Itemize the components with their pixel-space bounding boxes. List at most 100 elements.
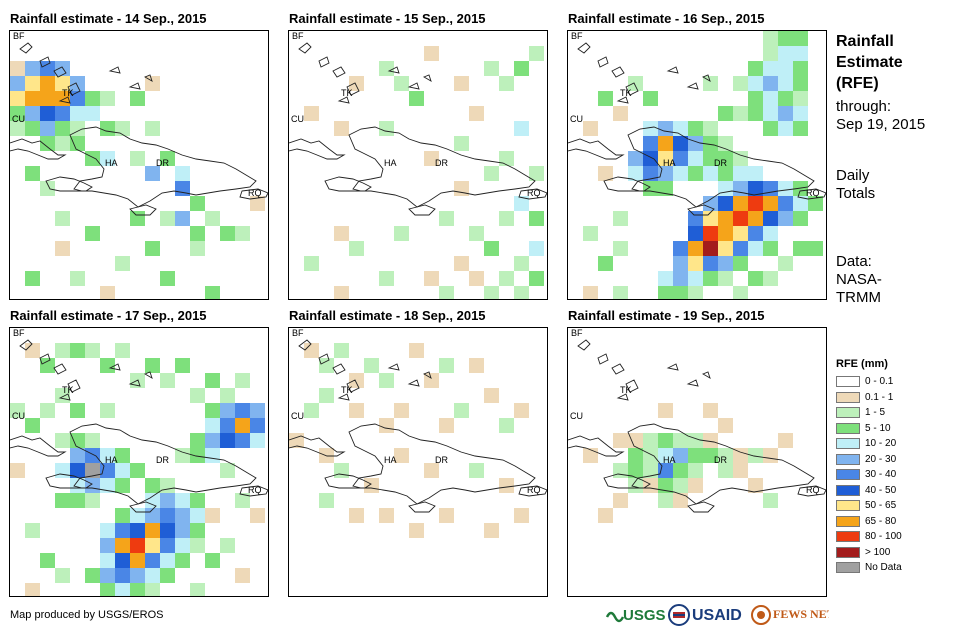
usgs-logo-text: USGS: [623, 607, 665, 624]
legend-swatch: [836, 500, 860, 511]
coastline: [332, 363, 346, 375]
rainfall-cell: [145, 76, 160, 91]
coastline: [407, 379, 420, 387]
coastline: [797, 485, 826, 497]
coastline: [701, 371, 711, 379]
rainfall-cell: [235, 418, 250, 433]
rainfall-cell: [175, 448, 190, 463]
rainfall-cell: [145, 493, 160, 508]
coastline: [616, 96, 629, 104]
rainfall-cell: [763, 241, 778, 256]
usaid-seal: [668, 603, 690, 627]
rainfall-cell: [130, 151, 145, 166]
rainfall-cell: [703, 136, 718, 151]
rainfall-cell: [613, 463, 628, 478]
sidebar-through-date: Sep 19, 2015: [836, 116, 926, 133]
rainfall-cell: [235, 493, 250, 508]
rainfall-cell: [778, 181, 793, 196]
rainfall-cell: [85, 463, 100, 478]
coastline: [19, 42, 33, 54]
rainfall-cell: [628, 166, 643, 181]
rainfall-cell: [25, 91, 40, 106]
rainfall-cell: [100, 448, 115, 463]
rainfall-cell: [319, 358, 334, 373]
rainfall-cell: [469, 226, 484, 241]
rainfall-cell: [319, 493, 334, 508]
rainfall-cell: [778, 196, 793, 211]
coastline: [45, 473, 93, 489]
rainfall-cell: [70, 106, 85, 121]
panel-title-18: Rainfall estimate - 18 Sep., 2015: [289, 308, 486, 323]
rainfall-cell: [514, 508, 529, 523]
rainfall-cell: [628, 463, 643, 478]
rainfall-cell: [613, 241, 628, 256]
rainfall-cell: [778, 106, 793, 121]
rainfall-cell: [100, 358, 115, 373]
sidebar-data-source: Data: NASA- TRMM: [836, 253, 882, 307]
rainfall-cell: [733, 181, 748, 196]
rainfall-cell: [10, 106, 25, 121]
coastline: [143, 74, 153, 82]
rainfall-cell: [673, 463, 688, 478]
rainfall-cell: [85, 91, 100, 106]
rainfall-cell: [484, 388, 499, 403]
rainfall-cell: [673, 271, 688, 286]
map-label-rq: RQ: [806, 485, 820, 495]
coastline: [39, 56, 51, 68]
rainfall-cell: [100, 403, 115, 418]
sidebar-daily: Daily Totals: [836, 167, 875, 203]
rainfall-cell: [763, 121, 778, 136]
rainfall-cell: [334, 286, 349, 299]
rainfall-cell: [70, 493, 85, 508]
coastline: [129, 204, 157, 216]
rainfall-map-18: [289, 339, 547, 538]
coastline: [625, 82, 639, 96]
rainfall-cell: [100, 568, 115, 583]
rainfall-cell: [250, 196, 265, 211]
rainfall-cell: [379, 418, 394, 433]
rainfall-cell: [85, 448, 100, 463]
legend-title: RFE (mm): [836, 358, 888, 370]
coastline: [616, 393, 629, 401]
rainfall-cell: [688, 121, 703, 136]
rainfall-cell: [748, 91, 763, 106]
rainfall-cell: [175, 553, 190, 568]
rainfall-cell: [454, 256, 469, 271]
coastline: [603, 176, 651, 192]
rainfall-cell: [643, 433, 658, 448]
map-label-tk: TK: [341, 88, 353, 98]
rainfall-cell: [130, 523, 145, 538]
rainfall-cell: [115, 256, 130, 271]
rainfall-cell: [160, 553, 175, 568]
rainfall-cell: [100, 478, 115, 493]
rainfall-cell: [643, 121, 658, 136]
rainfall-cell: [25, 76, 40, 91]
rainfall-map-15: [289, 42, 547, 299]
fewsnet-logo-text: FEWS NET: [773, 607, 829, 621]
coastline: [108, 66, 121, 74]
legend-label: 0.1 - 1: [865, 391, 894, 403]
rainfall-cell: [55, 463, 70, 478]
rainfall-cell: [130, 211, 145, 226]
rainfall-cell: [439, 418, 454, 433]
rainfall-cell: [643, 151, 658, 166]
legend-swatch: [836, 376, 860, 387]
rainfall-cell: [778, 76, 793, 91]
rainfall-cell: [484, 241, 499, 256]
coastline: [627, 423, 815, 505]
map-label-bf: BF: [292, 328, 304, 338]
rainfall-cell: [160, 493, 175, 508]
map-label-rq: RQ: [527, 188, 541, 198]
rainfall-cell: [85, 151, 100, 166]
rainfall-cell: [334, 121, 349, 136]
rainfall-cell: [145, 523, 160, 538]
map-label-ha: HA: [663, 158, 676, 168]
coastline: [577, 42, 591, 54]
rainfall-cell: [160, 151, 175, 166]
coastline: [239, 188, 268, 200]
rainfall-cell: [70, 403, 85, 418]
rainfall-cell: [529, 166, 544, 181]
map-label-cu: CU: [12, 411, 25, 421]
rainfall-cell: [703, 448, 718, 463]
rainfall-cell: [334, 463, 349, 478]
